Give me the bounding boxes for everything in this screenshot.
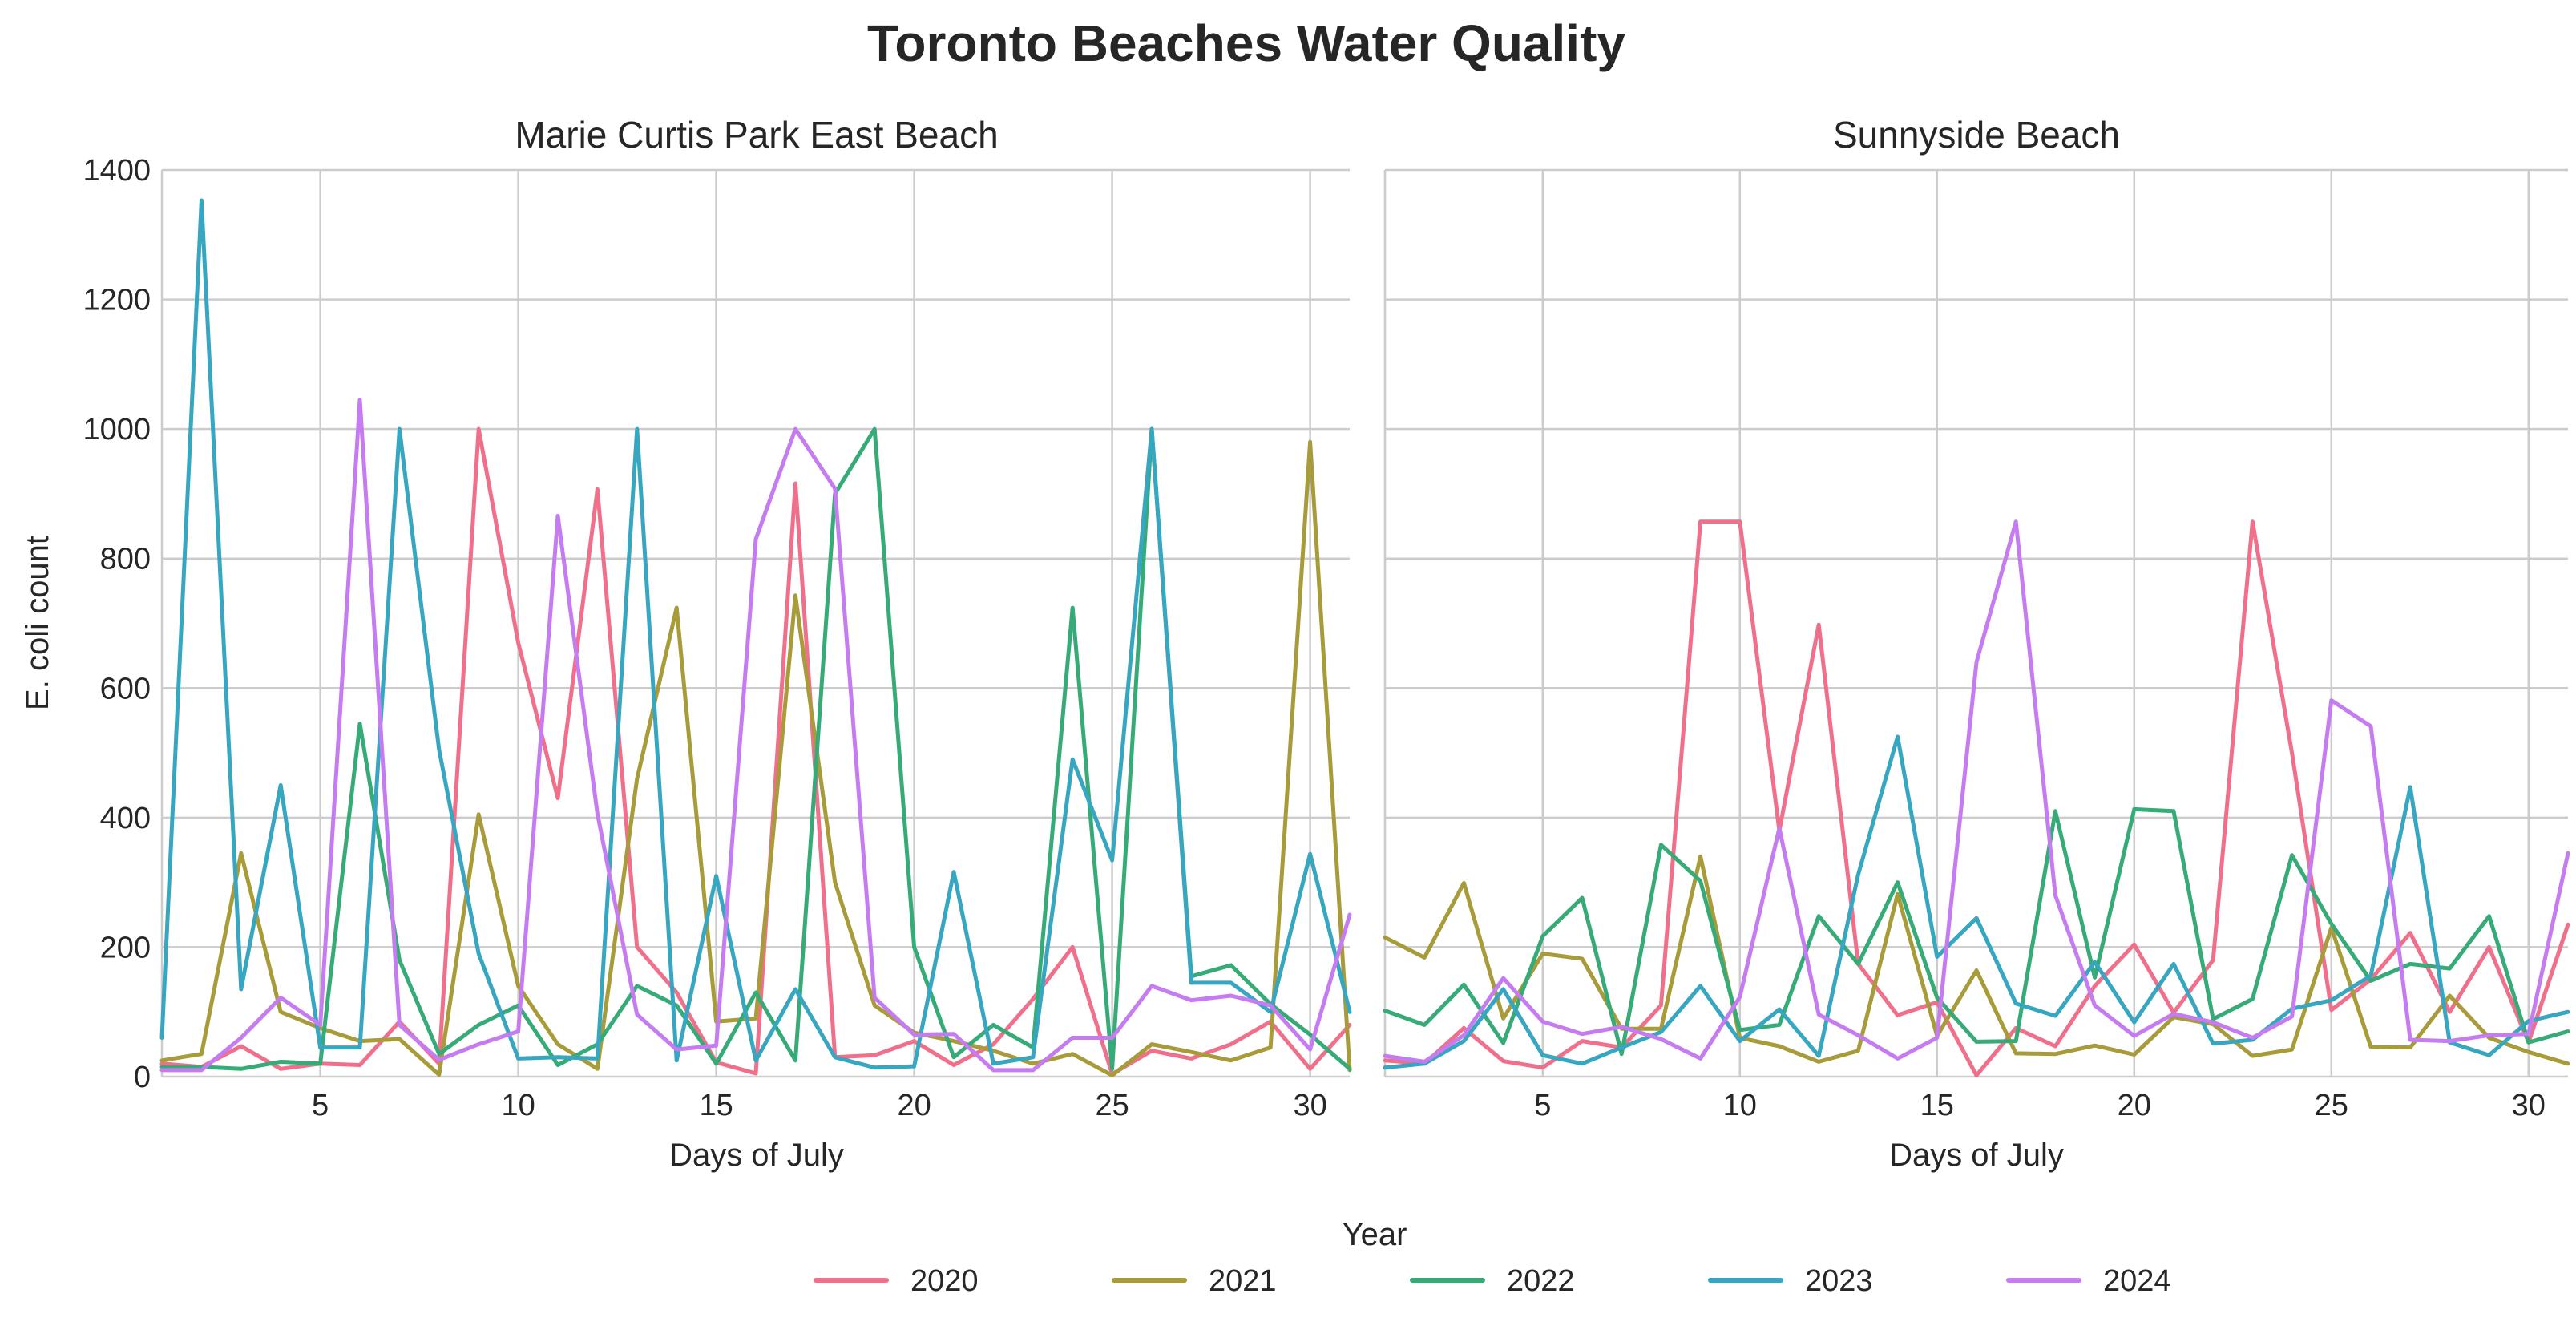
panel-marie-curtis: Marie Curtis Park East Beach 0 200 400 600 8… xyxy=(20,114,1352,1173)
x-tick-label: 25 xyxy=(2315,1089,2348,1122)
x-tick-label: 5 xyxy=(1534,1089,1551,1122)
series-line-2022 xyxy=(1383,806,2570,1057)
y-tick-label: 800 xyxy=(100,543,151,576)
series-line-2020 xyxy=(159,426,1352,1077)
panel-ticks: 0 200 400 600 800 1000 1200 1400 5 10 15 20 25 30 xyxy=(83,154,1326,1122)
y-tick-label: 0 xyxy=(134,1061,151,1094)
x-tick-label: 30 xyxy=(1293,1089,1326,1122)
series-line-2022 xyxy=(159,426,1352,1071)
series-line-2020 xyxy=(1383,519,2570,1077)
legend-items: 2020 2021 2022 2023 2024 xyxy=(814,1264,2171,1298)
panel-grid xyxy=(160,168,1350,1078)
x-tick-label: 10 xyxy=(501,1089,535,1122)
x-tick-label: 10 xyxy=(1723,1089,1757,1122)
y-tick-label: 600 xyxy=(100,672,151,705)
panel-title: Sunnyside Beach xyxy=(1833,114,2120,156)
y-tick-label: 1400 xyxy=(83,154,151,188)
legend: Year 2020 2021 2022 2023 2024 xyxy=(814,1217,2171,1298)
legend-label: 2024 xyxy=(2103,1264,2171,1298)
series-line-2024 xyxy=(159,398,1352,1073)
x-tick-label: 15 xyxy=(699,1089,733,1122)
x-tick-label: 15 xyxy=(1920,1089,1954,1122)
legend-label: 2021 xyxy=(1209,1264,1277,1298)
x-tick-label: 5 xyxy=(312,1089,329,1122)
x-tick-label: 30 xyxy=(2512,1089,2546,1122)
series-line-2024 xyxy=(1383,519,2570,1064)
x-tick-label: 25 xyxy=(1095,1089,1129,1122)
panel-title: Marie Curtis Park East Beach xyxy=(515,114,998,156)
y-axis-label: E. coli count xyxy=(20,536,55,710)
legend-label: 2022 xyxy=(1507,1264,1575,1298)
x-axis-label: Days of July xyxy=(1889,1138,2064,1173)
x-tick-label: 20 xyxy=(897,1089,931,1122)
series-line-2023 xyxy=(1383,734,2570,1070)
panel-lines xyxy=(159,198,1352,1077)
series-line-2021 xyxy=(1383,854,2570,1066)
legend-title: Year xyxy=(1343,1217,1407,1252)
y-tick-label: 400 xyxy=(100,802,151,835)
chart-title: Toronto Beaches Water Quality xyxy=(867,14,1625,72)
panel-grid xyxy=(1383,168,2568,1078)
panel-sunnyside: Sunnyside Beach 5 10 15 20 25 30 Days of July xyxy=(1383,114,2570,1173)
panel-lines xyxy=(1383,519,2570,1077)
series-line-2023 xyxy=(159,198,1352,1070)
y-tick-label: 1000 xyxy=(83,413,151,447)
y-tick-label: 200 xyxy=(100,931,151,964)
y-tick-label: 1200 xyxy=(83,284,151,317)
legend-label: 2023 xyxy=(1805,1264,1873,1298)
x-axis-label: Days of July xyxy=(669,1138,844,1173)
legend-label: 2020 xyxy=(910,1264,979,1298)
x-tick-label: 20 xyxy=(2118,1089,2151,1122)
panel-ticks: 5 10 15 20 25 30 xyxy=(1534,1089,2546,1122)
